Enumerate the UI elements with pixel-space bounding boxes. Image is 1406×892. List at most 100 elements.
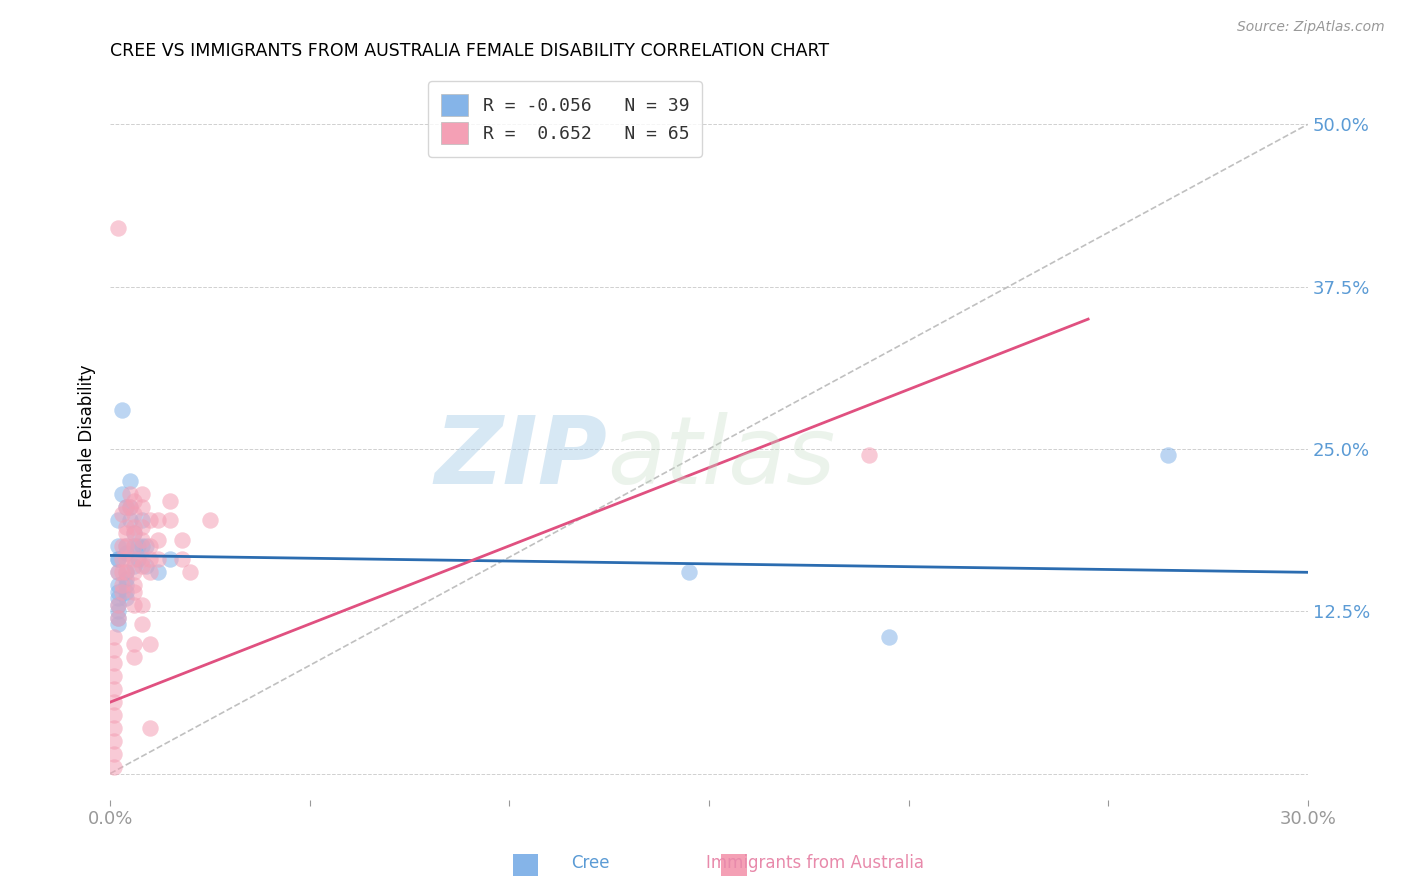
Point	[107, 552, 129, 566]
Text: CREE VS IMMIGRANTS FROM AUSTRALIA FEMALE DISABILITY CORRELATION CHART: CREE VS IMMIGRANTS FROM AUSTRALIA FEMALE…	[110, 42, 830, 60]
Point	[120, 487, 142, 501]
Point	[103, 643, 125, 657]
Point	[120, 500, 142, 515]
Point	[115, 539, 138, 553]
Point	[139, 566, 162, 580]
Point	[103, 630, 125, 644]
Point	[111, 552, 134, 566]
Point	[122, 539, 145, 553]
Point	[107, 513, 129, 527]
Point	[139, 513, 162, 527]
Point	[122, 566, 145, 580]
Point	[107, 584, 129, 599]
Point	[120, 513, 142, 527]
Point	[139, 637, 162, 651]
Point	[122, 637, 145, 651]
Text: Cree: Cree	[571, 855, 610, 872]
Point	[107, 566, 129, 580]
Point	[170, 552, 193, 566]
Point	[115, 566, 138, 580]
Point	[877, 630, 900, 644]
Point	[107, 611, 129, 625]
Point	[122, 649, 145, 664]
Point	[127, 539, 149, 553]
Point	[115, 566, 138, 580]
Point	[159, 552, 181, 566]
Point	[115, 500, 138, 515]
Point	[131, 487, 153, 501]
Point	[111, 584, 134, 599]
Point	[122, 578, 145, 592]
Point	[122, 539, 145, 553]
Point	[131, 520, 153, 534]
Point	[122, 552, 145, 566]
Point	[111, 403, 134, 417]
Point	[103, 695, 125, 709]
Text: ZIP: ZIP	[434, 412, 607, 504]
Point	[107, 566, 129, 580]
Point	[107, 552, 129, 566]
Point	[159, 494, 181, 508]
Point	[135, 558, 157, 573]
Point	[107, 617, 129, 632]
Point	[115, 584, 138, 599]
Point	[120, 500, 142, 515]
Point	[131, 552, 153, 566]
Point	[103, 669, 125, 683]
Point	[115, 539, 138, 553]
Point	[127, 552, 149, 566]
Point	[678, 566, 700, 580]
Point	[122, 526, 145, 541]
Point	[858, 449, 880, 463]
Point	[103, 708, 125, 723]
Point	[131, 617, 153, 632]
Point	[115, 552, 138, 566]
Point	[115, 572, 138, 586]
Point	[146, 533, 169, 547]
Point	[111, 566, 134, 580]
Y-axis label: Female Disability: Female Disability	[79, 365, 96, 508]
Point	[107, 591, 129, 606]
Point	[131, 500, 153, 515]
Point	[122, 598, 145, 612]
Point	[103, 734, 125, 748]
Point	[131, 558, 153, 573]
Point	[146, 566, 169, 580]
Point	[107, 221, 129, 235]
Point	[131, 598, 153, 612]
Point	[107, 598, 129, 612]
Point	[146, 552, 169, 566]
Point	[103, 656, 125, 670]
Point	[107, 598, 129, 612]
Point	[131, 513, 153, 527]
Text: Immigrants from Australia: Immigrants from Australia	[706, 855, 925, 872]
Point	[107, 604, 129, 618]
Point	[122, 526, 145, 541]
Point	[115, 526, 138, 541]
Point	[111, 578, 134, 592]
Point	[115, 578, 138, 592]
Point	[107, 611, 129, 625]
Legend: R = -0.056   N = 39, R =  0.652   N = 65: R = -0.056 N = 39, R = 0.652 N = 65	[429, 81, 702, 157]
Point	[115, 591, 138, 606]
Point	[103, 747, 125, 761]
Point	[107, 539, 129, 553]
Point	[103, 682, 125, 697]
Point	[159, 513, 181, 527]
Point	[139, 539, 162, 553]
Point	[115, 500, 138, 515]
Point	[120, 475, 142, 489]
Point	[122, 494, 145, 508]
Point	[115, 546, 138, 560]
Point	[146, 513, 169, 527]
Point	[122, 558, 145, 573]
Point	[115, 520, 138, 534]
Point	[1157, 449, 1180, 463]
Point	[170, 533, 193, 547]
Point	[135, 539, 157, 553]
Text: Source: ZipAtlas.com: Source: ZipAtlas.com	[1237, 20, 1385, 34]
Point	[122, 507, 145, 521]
Point	[131, 533, 153, 547]
Point	[103, 760, 125, 774]
Point	[139, 721, 162, 735]
